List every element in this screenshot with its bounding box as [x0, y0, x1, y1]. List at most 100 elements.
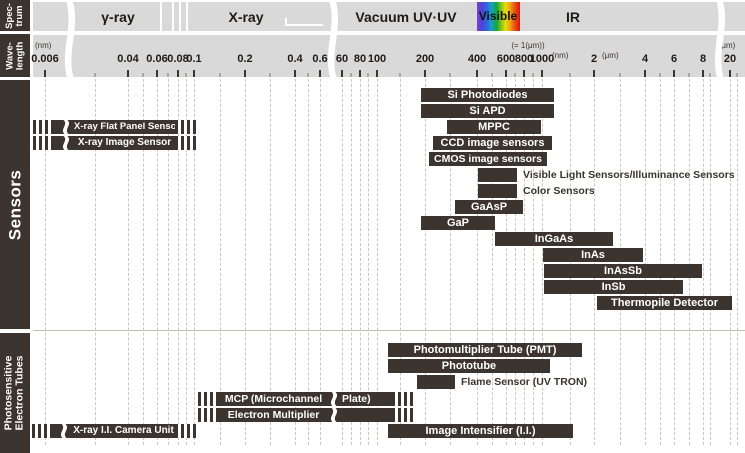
hatch-pattern [198, 408, 219, 422]
sensors-section-label: Sensors [5, 169, 25, 240]
hatch-pattern [33, 120, 54, 134]
gridline [660, 79, 661, 445]
bar-label: CCD image sensors [440, 137, 545, 149]
range-bar: MPPC [447, 120, 541, 134]
spectrum-band-label: γ-ray [101, 9, 135, 25]
scale-minor-tick [167, 73, 169, 77]
gridline [710, 79, 711, 445]
gridline [168, 79, 169, 445]
spectrum-band-label: Visible [478, 9, 518, 23]
scale-minor-tick [307, 73, 309, 77]
gridline [178, 79, 179, 445]
bar-label: GaP [446, 217, 469, 229]
gridline [542, 79, 543, 445]
hatch-pattern [198, 392, 219, 406]
scale-tick-label: 0.04 [117, 53, 139, 65]
bar-label: Visible Light Sensors/Illuminance Sensor… [523, 169, 735, 181]
gridline [360, 79, 361, 445]
scale-tick [359, 70, 361, 77]
scale-tick [541, 70, 543, 77]
gridline [95, 79, 96, 445]
scale-minor-tick [659, 73, 661, 77]
axis-break [710, 0, 730, 84]
band-boundary-line [179, 2, 181, 31]
bar-label: Photomultiplier Tube (PMT) [413, 344, 557, 356]
scale-minor-tick [399, 73, 401, 77]
range-bar: Image Intensifier (I.I.) [388, 424, 573, 438]
scale-minor-tick [185, 73, 187, 77]
wavelength-scale-track [33, 35, 745, 77]
gridline [45, 79, 46, 445]
scale-tick-label: 0.2 [237, 53, 253, 65]
bar-label: X-ray I.I. Camera Unit [73, 425, 174, 436]
range-bar: GaAsP [455, 200, 523, 214]
spectrum-band-label: X-ray [228, 9, 264, 25]
bar-label: Si Photodiodes [447, 89, 528, 101]
bar-break [58, 424, 70, 443]
bar-label: Image Intensifier (I.I.) [425, 425, 536, 437]
gridline [533, 79, 534, 445]
scale-unit-annotation: (nm) [35, 41, 52, 50]
wavelength-header-label: Wave- length [4, 41, 25, 70]
scale-tick [244, 70, 246, 77]
scale-tick-label: 0.006 [31, 53, 59, 65]
range-bar: Si APD [421, 104, 554, 118]
range-bar: Si Photodiodes [421, 88, 554, 102]
scale-tick-label: 200 [415, 53, 435, 65]
bar-break [328, 408, 340, 427]
range-bar [478, 184, 517, 198]
scale-minor-tick [491, 73, 493, 77]
scale-minor-tick [449, 73, 451, 77]
scale-tick [729, 70, 731, 77]
scale-tick-label: 60 [335, 53, 349, 65]
gridline [342, 79, 343, 445]
gridline [730, 79, 731, 445]
spectrum-band-track [33, 2, 745, 31]
scale-tick-label: 1000 [529, 53, 555, 65]
scale-minor-tick [514, 73, 516, 77]
axis-break [323, 0, 343, 84]
range-bar [417, 375, 455, 389]
scale-tick [44, 70, 46, 77]
visible-spectrum-gradient [477, 2, 520, 31]
scale-unit-annotation: (= 1(μm)) [511, 41, 545, 50]
hatch-pattern [392, 392, 413, 406]
scale-tick [294, 70, 296, 77]
scale-tick [505, 70, 507, 77]
gridline [620, 79, 621, 445]
range-bar: Thermopile Detector [597, 296, 732, 310]
range-bar: MCP (Microchannel Plate) [198, 392, 413, 406]
gridline [506, 79, 507, 445]
range-bar: InSb [544, 280, 683, 294]
band-step-line [285, 24, 323, 26]
scale-tick-label: 80 [353, 53, 367, 65]
gridline [351, 79, 352, 445]
band-boundary-line [186, 2, 188, 31]
gridline [524, 79, 525, 445]
gridline [128, 79, 129, 445]
range-bar: GaP [421, 216, 495, 230]
sidebar-tubes-section: Photosensitive Electron Tubes [0, 333, 30, 453]
sidebar-wavelength-header: Wave- length [0, 34, 30, 77]
scale-minor-tick [350, 73, 352, 77]
range-bar: CMOS image sensors [429, 152, 547, 166]
bar-label: Si APD [469, 105, 506, 117]
range-bar: InAs [543, 248, 643, 262]
bar-label: InAs [581, 249, 605, 261]
range-bar [478, 168, 517, 182]
scale-tick-label: 600 [496, 53, 516, 65]
hatch-pattern [392, 408, 413, 422]
gridline [477, 79, 478, 445]
scale-tick-label: 0.06 [146, 53, 168, 65]
scale-tick-label: 2 [590, 53, 598, 65]
range-bar: CCD image sensors [433, 136, 552, 150]
bar-label: Electron Multiplier [227, 409, 320, 421]
spectrum-band-label: IR [566, 9, 580, 25]
bar-label: Flame Sensor (UV TRON) [461, 376, 588, 388]
scale-tick-label: 4 [641, 53, 649, 65]
spectrum-band-label: Vacuum UV·UV [355, 9, 457, 25]
tubes-section-label: Photosensitive Electron Tubes [2, 355, 27, 431]
band-step-line [285, 18, 287, 26]
scale-minor-tick [688, 73, 690, 77]
scale-tick [341, 70, 343, 77]
